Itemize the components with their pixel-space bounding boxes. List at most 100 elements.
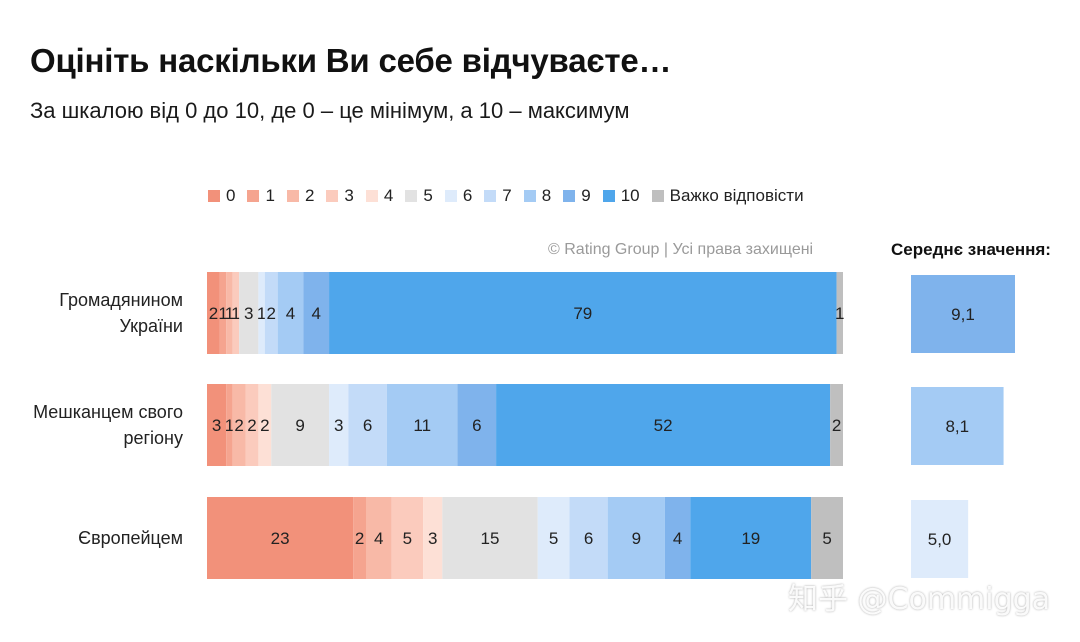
bar-segment — [569, 497, 608, 579]
bar-segment — [391, 497, 424, 579]
legend-item-2: 2 — [286, 186, 315, 206]
bar-segment — [226, 272, 233, 354]
average-bar — [911, 500, 969, 578]
bar-segment — [690, 497, 812, 579]
data-label: 1 — [225, 416, 234, 435]
legend-label: 4 — [383, 186, 394, 205]
data-label: 4 — [286, 304, 295, 323]
data-label: 1 — [257, 304, 266, 323]
legend-item-9: 9 — [563, 186, 591, 206]
data-label: 3 — [212, 416, 221, 435]
row-label-line: Громадянином — [59, 290, 183, 310]
legend-swatch — [208, 190, 220, 202]
legend-swatch — [484, 190, 497, 202]
legend-item-4: 4 — [365, 186, 394, 206]
legend: 0 1 2 3 4 5 6 7 8 9 10 Важко відповісти — [208, 184, 816, 208]
average-label: 9,1 — [951, 305, 975, 324]
bar-segment — [207, 384, 227, 466]
data-label: 6 — [363, 416, 372, 435]
legend-item-7: 7 — [484, 186, 512, 206]
data-label: 4 — [374, 529, 383, 548]
bar-segment — [207, 272, 220, 354]
legend-label: 2 — [304, 186, 315, 205]
legend-label: 5 — [423, 186, 433, 205]
data-label: 1 — [225, 304, 234, 323]
data-label: 2 — [247, 416, 256, 435]
legend-label: 9 — [581, 186, 591, 205]
bar-segment — [442, 497, 538, 579]
bar-segment — [811, 497, 843, 579]
bar-segment — [353, 497, 366, 579]
legend-swatch — [365, 190, 378, 202]
bar-segment — [423, 497, 443, 579]
bar-segment — [496, 384, 831, 466]
legend-item-3: 3 — [326, 186, 354, 206]
row-label-line: Європейцем — [78, 528, 183, 548]
data-label: 2 — [832, 416, 841, 435]
data-label: 4 — [311, 304, 320, 323]
data-label: 3 — [334, 416, 343, 435]
data-label: 23 — [271, 529, 290, 548]
data-label: 79 — [573, 304, 592, 323]
legend-item-11: Важко відповісти — [651, 186, 804, 206]
data-label: 3 — [244, 304, 253, 323]
row-label-line: України — [119, 316, 183, 336]
data-label: 52 — [654, 416, 673, 435]
chart-subtitle: За шкалою від 0 до 10, де 0 – це мінімум… — [30, 98, 630, 123]
data-label: 5 — [403, 529, 412, 548]
bar-segment — [239, 272, 259, 354]
bar-segment — [303, 272, 330, 354]
average-title: Середнє значення: — [891, 240, 1051, 259]
bar-segment — [277, 272, 304, 354]
bar-segment — [232, 384, 246, 466]
bar-segment — [264, 272, 278, 354]
legend-swatch — [247, 190, 260, 202]
row-label: Мешканцем свого регіону — [0, 399, 183, 451]
legend-item-0: 0 — [208, 186, 235, 206]
data-label: 15 — [481, 529, 500, 548]
legend-label: 1 — [265, 186, 275, 205]
row-label-line: Мешканцем свого — [33, 402, 183, 422]
bar-segment — [386, 384, 458, 466]
bar-segment — [207, 497, 354, 579]
bar-segment — [226, 384, 233, 466]
watermark: 知乎 @Commigga — [788, 582, 1051, 617]
legend-item-6: 6 — [444, 186, 472, 206]
legend-swatch — [563, 190, 576, 202]
bar-segment — [366, 497, 392, 579]
chart-title: Оцініть наскільки Ви себе відчуваєте… — [30, 42, 672, 79]
legend-label: 0 — [226, 186, 236, 205]
legend-label: 10 — [620, 186, 640, 205]
row-label: Громадянином України — [0, 287, 183, 339]
data-label: 1 — [231, 304, 240, 323]
data-label: 6 — [584, 529, 593, 548]
data-label: 2 — [267, 304, 276, 323]
legend-item-8: 8 — [523, 186, 552, 206]
bar-segment — [348, 384, 387, 466]
data-label: 11 — [413, 416, 431, 435]
legend-label: 8 — [541, 186, 552, 205]
row-label: Європейцем — [0, 525, 183, 551]
data-label: 2 — [260, 416, 269, 435]
bar-segment — [537, 497, 570, 579]
row-label-line: регіону — [123, 428, 183, 448]
average-label: 8,1 — [945, 417, 969, 436]
data-label: 19 — [741, 529, 760, 548]
data-label: 4 — [673, 529, 682, 548]
bar-segment — [219, 272, 227, 354]
data-label: 2 — [234, 416, 243, 435]
legend-item-5: 5 — [405, 186, 433, 206]
legend-swatch — [523, 190, 536, 202]
legend-swatch — [405, 190, 418, 202]
bar-segment — [457, 384, 497, 466]
data-label: 5 — [822, 529, 831, 548]
average-label: 5,0 — [928, 530, 952, 549]
data-label: 2 — [209, 304, 218, 323]
bar-segment — [258, 384, 272, 466]
data-label: 9 — [632, 529, 641, 548]
legend-swatch — [286, 190, 299, 202]
bar-segment — [271, 384, 330, 466]
legend-swatch — [444, 190, 457, 202]
data-label: 1 — [835, 304, 844, 323]
